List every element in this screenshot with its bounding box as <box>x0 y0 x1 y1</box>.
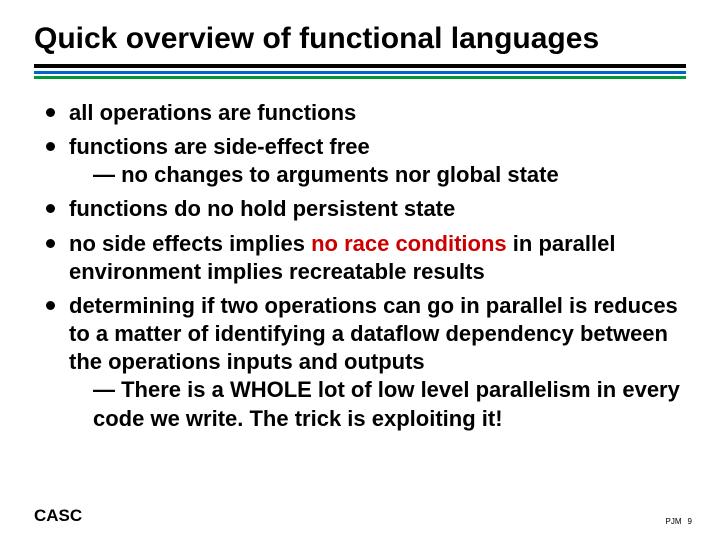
bullet-icon <box>46 142 55 151</box>
title-underline <box>34 64 686 79</box>
bullet-text: all operations are functions <box>69 99 356 127</box>
bullet-emphasis: no race conditions <box>311 231 507 256</box>
rule-blue <box>34 71 686 74</box>
bullet-text: determining if two operations can go in … <box>69 292 686 433</box>
list-item: all operations are functions <box>46 99 686 127</box>
list-item: determining if two operations can go in … <box>46 292 686 433</box>
bullet-sub: — There is a WHOLE lot of low level para… <box>69 376 686 432</box>
list-item: functions do no hold persistent state <box>46 195 686 223</box>
bullet-icon <box>46 301 55 310</box>
bullet-text: functions are side-effect free — no chan… <box>69 133 559 189</box>
bullet-list: all operations are functions functions a… <box>34 99 686 433</box>
bullet-icon <box>46 108 55 117</box>
bullet-text: no side effects implies no race conditio… <box>69 230 686 286</box>
bullet-icon <box>46 239 55 248</box>
footer-right: PJM 9 <box>666 517 692 526</box>
bullet-pre: no side effects implies <box>69 231 311 256</box>
bullet-icon <box>46 204 55 213</box>
slide-title: Quick overview of functional languages <box>34 22 686 56</box>
footer-page-number: 9 <box>688 517 692 526</box>
list-item: functions are side-effect free — no chan… <box>46 133 686 189</box>
rule-green <box>34 76 686 79</box>
footer-right-label: PJM <box>666 517 682 526</box>
bullet-main: functions are side-effect free <box>69 134 370 159</box>
bullet-text: functions do no hold persistent state <box>69 195 455 223</box>
slide: Quick overview of functional languages a… <box>0 0 720 540</box>
bullet-main: determining if two operations can go in … <box>69 293 678 374</box>
bullet-sub: — no changes to arguments nor global sta… <box>69 161 559 189</box>
footer-left-label: CASC <box>34 506 82 526</box>
rule-black <box>34 64 686 68</box>
list-item: no side effects implies no race conditio… <box>46 230 686 286</box>
footer: CASC PJM 9 <box>34 506 692 526</box>
